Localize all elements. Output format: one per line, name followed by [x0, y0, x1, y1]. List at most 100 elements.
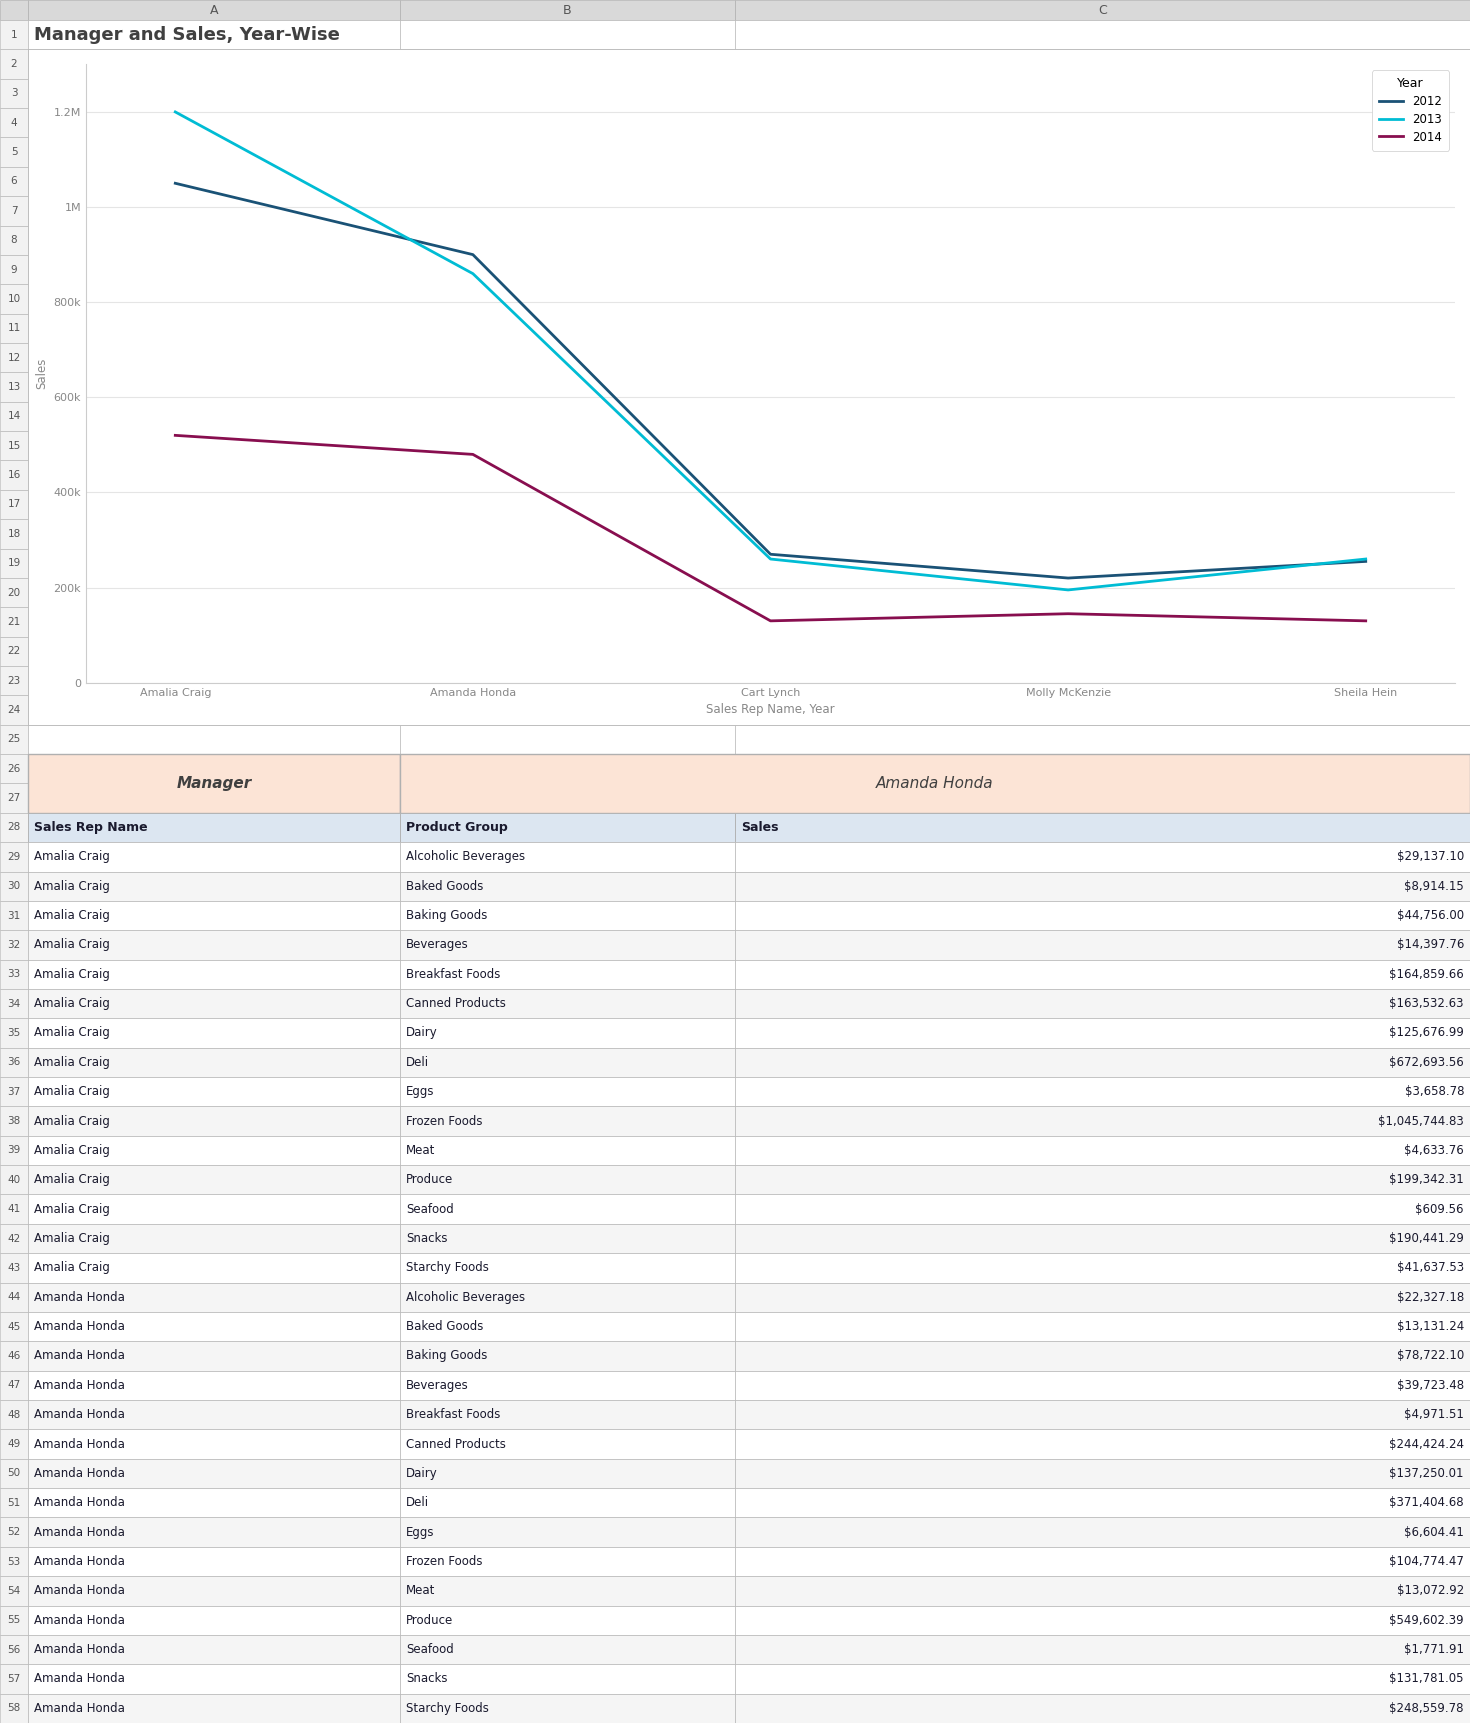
Text: 3: 3	[10, 88, 18, 98]
Bar	[735, 989, 1470, 1018]
Bar	[400, 901, 735, 930]
Text: Alcoholic Beverages: Alcoholic Beverages	[406, 1291, 525, 1304]
Bar	[400, 1223, 735, 1253]
Bar	[735, 1694, 1470, 1723]
Bar	[400, 1577, 735, 1606]
Text: Amanda Honda: Amanda Honda	[876, 775, 994, 791]
Bar	[735, 1077, 1470, 1106]
Bar	[0, 1165, 28, 1194]
Bar	[735, 1311, 1470, 1340]
Text: 27: 27	[7, 793, 21, 803]
Bar	[0, 226, 28, 255]
Text: Frozen Foods: Frozen Foods	[406, 1556, 482, 1568]
Bar	[735, 1401, 1470, 1430]
Bar	[400, 138, 735, 167]
Bar	[735, 577, 1470, 606]
Bar	[400, 1106, 735, 1135]
Text: 54: 54	[7, 1585, 21, 1595]
Text: 38: 38	[7, 1117, 21, 1127]
Bar	[400, 1311, 735, 1340]
Text: Seafood: Seafood	[406, 1203, 454, 1216]
Text: 22: 22	[7, 646, 21, 656]
Bar	[28, 167, 400, 196]
Bar	[28, 813, 400, 843]
Bar	[28, 1489, 400, 1518]
Bar	[735, 1048, 1470, 1077]
Bar	[28, 1694, 400, 1723]
Bar	[735, 1282, 1470, 1311]
Bar	[400, 1165, 735, 1194]
Text: $4,633.76: $4,633.76	[1404, 1144, 1464, 1156]
Bar	[400, 872, 735, 901]
Text: Breakfast Foods: Breakfast Foods	[406, 968, 500, 980]
Bar	[735, 1372, 1470, 1401]
Bar	[400, 813, 735, 843]
Text: 23: 23	[7, 675, 21, 686]
Text: $14,397.76: $14,397.76	[1396, 939, 1464, 951]
Bar	[0, 784, 28, 813]
Bar	[735, 755, 1470, 784]
Bar	[28, 989, 400, 1018]
Bar	[735, 1518, 1470, 1547]
Bar	[0, 79, 28, 109]
Bar	[0, 1694, 28, 1723]
Bar	[28, 1282, 400, 1311]
Bar	[28, 226, 400, 255]
Bar	[735, 548, 1470, 577]
Text: Starchy Foods: Starchy Foods	[406, 1261, 490, 1275]
Bar	[0, 755, 28, 784]
Bar	[28, 50, 400, 79]
Bar	[735, 489, 1470, 519]
Text: Amalia Craig: Amalia Craig	[34, 880, 110, 893]
Y-axis label: Sales: Sales	[35, 358, 49, 389]
Bar	[735, 725, 1470, 755]
Bar	[735, 1340, 1470, 1372]
Bar	[735, 460, 1470, 489]
Bar	[735, 1106, 1470, 1135]
Bar	[400, 1194, 735, 1223]
Bar	[28, 1606, 400, 1635]
Bar	[0, 1372, 28, 1401]
Text: $41,637.53: $41,637.53	[1396, 1261, 1464, 1275]
Bar	[400, 755, 735, 784]
Bar	[28, 1459, 400, 1489]
Bar	[0, 1253, 28, 1282]
Bar	[400, 636, 735, 667]
Bar	[0, 1282, 28, 1311]
Bar	[400, 519, 735, 548]
Bar	[735, 372, 1470, 401]
Bar	[28, 1282, 400, 1311]
Text: $672,693.56: $672,693.56	[1389, 1056, 1464, 1068]
Bar	[0, 843, 28, 872]
Bar	[400, 1694, 735, 1723]
Bar	[735, 1664, 1470, 1694]
Text: Breakfast Foods: Breakfast Foods	[406, 1408, 500, 1421]
Text: 21: 21	[7, 617, 21, 627]
Bar	[735, 1018, 1470, 1048]
Bar	[28, 489, 400, 519]
Bar	[28, 1401, 400, 1430]
Bar	[0, 431, 28, 460]
Bar	[400, 79, 735, 109]
Bar	[400, 1518, 735, 1547]
Bar	[400, 1165, 735, 1194]
Text: Amanda Honda: Amanda Honda	[34, 1585, 125, 1597]
Text: Sales: Sales	[741, 820, 779, 834]
Text: 16: 16	[7, 470, 21, 481]
Bar	[28, 1165, 400, 1194]
Bar	[735, 431, 1470, 460]
Text: 48: 48	[7, 1409, 21, 1420]
Bar	[0, 109, 28, 138]
Bar	[400, 548, 735, 577]
Text: 28: 28	[7, 822, 21, 832]
Bar	[400, 1635, 735, 1664]
Bar	[400, 1340, 735, 1372]
Bar	[0, 1048, 28, 1077]
Bar	[735, 50, 1470, 79]
Bar	[28, 1194, 400, 1223]
Bar	[735, 901, 1470, 930]
Bar	[28, 1165, 400, 1194]
Bar	[735, 1430, 1470, 1459]
Bar	[400, 1194, 735, 1223]
Bar	[735, 1372, 1470, 1401]
